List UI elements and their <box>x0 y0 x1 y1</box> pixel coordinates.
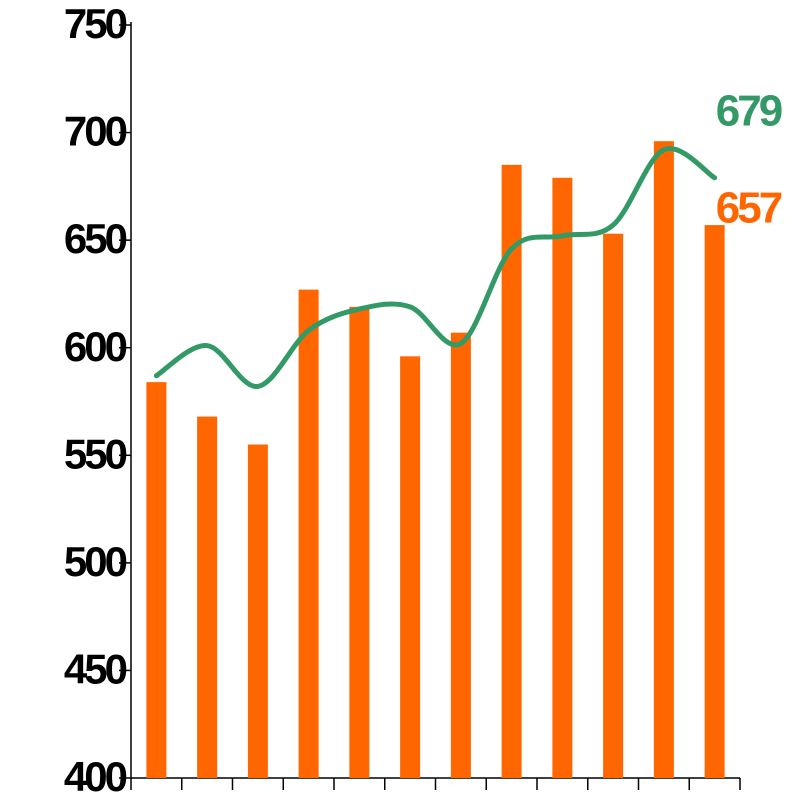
bar <box>400 356 421 778</box>
y-tick-label: 450 <box>64 646 127 693</box>
trend-line <box>153 146 718 389</box>
bar <box>349 306 370 778</box>
bar <box>298 289 319 778</box>
bar <box>704 225 725 778</box>
bar <box>146 382 167 778</box>
y-tick-label: 600 <box>64 323 127 370</box>
y-tick-label: 550 <box>64 430 127 477</box>
bar <box>653 141 674 779</box>
y-tick-label: 750 <box>64 0 127 47</box>
bar <box>450 332 471 778</box>
y-tick-label: 700 <box>64 108 127 155</box>
bar <box>603 233 624 778</box>
end-label: 679 <box>716 87 782 136</box>
y-tick-label: 400 <box>64 753 127 798</box>
y-tick-label: 650 <box>64 215 127 262</box>
bar <box>247 444 268 778</box>
y-tick-label: 500 <box>64 538 127 585</box>
end-label: 657 <box>716 184 782 233</box>
bar <box>552 177 573 778</box>
bar <box>197 416 218 778</box>
bar <box>501 164 522 779</box>
